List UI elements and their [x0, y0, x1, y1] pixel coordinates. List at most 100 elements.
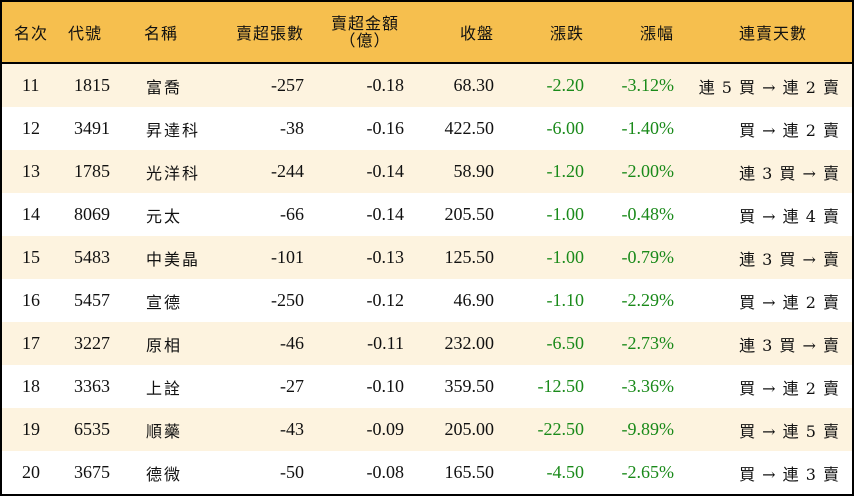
cell-rank: 14	[22, 204, 40, 224]
cell-net-sell-amount: -0.12	[366, 290, 405, 310]
cell-close: 232.00	[444, 333, 495, 353]
cell-code: 6535	[74, 419, 110, 439]
table-row: 12 3491 昇達科 -38 -0.16 422.50 -6.00 -1.40…	[2, 107, 852, 150]
cell-code: 3491	[74, 118, 110, 138]
cell-rank: 16	[22, 290, 40, 310]
table-row: 14 8069 元太 -66 -0.14 205.50 -1.00 -0.48%…	[2, 193, 852, 236]
cell-change: -1.00	[546, 247, 585, 267]
table-row: 20 3675 德微 -50 -0.08 165.50 -4.50 -2.65%…	[2, 451, 852, 494]
cell-name: 原相	[146, 335, 183, 355]
cell-change-pct: -0.48%	[621, 204, 675, 224]
cell-change-pct: -3.36%	[621, 376, 675, 396]
cell-net-sell-amount: -0.11	[367, 333, 404, 353]
cell-change: -6.00	[546, 118, 585, 138]
table-row: 17 3227 原相 -46 -0.11 232.00 -6.50 -2.73%…	[2, 322, 852, 365]
cell-code: 8069	[74, 204, 110, 224]
cell-net-sell-lots: -50	[280, 462, 304, 482]
cell-net-sell-amount: -0.14	[366, 161, 405, 181]
cell-change: -1.10	[546, 290, 585, 310]
cell-rank: 20	[22, 462, 40, 482]
cell-change-pct: -2.00%	[621, 161, 675, 181]
table-row: 16 5457 宣德 -250 -0.12 46.90 -1.10 -2.29%…	[2, 279, 852, 322]
cell-close: 205.50	[444, 204, 495, 224]
cell-net-sell-lots: -43	[280, 419, 304, 439]
cell-close: 68.30	[453, 75, 495, 95]
cell-net-sell-amount: -0.16	[366, 118, 405, 138]
header-net-sell-lots: 賣超張數	[235, 24, 304, 43]
header-code: 代號	[68, 24, 103, 43]
cell-net-sell-amount: -0.08	[366, 462, 405, 482]
cell-net-sell-lots: -257	[271, 75, 304, 95]
cell-rank: 18	[22, 376, 40, 396]
cell-code: 3227	[74, 333, 110, 353]
cell-change: -1.20	[546, 161, 585, 181]
header-net-sell-amount: 賣超金額 （億）	[304, 15, 404, 49]
cell-name: 宣德	[146, 292, 183, 312]
cell-close: 165.50	[444, 462, 495, 482]
cell-change: -4.50	[546, 462, 585, 482]
header-rank: 名次	[14, 24, 49, 43]
cell-net-sell-lots: -27	[280, 376, 304, 396]
cell-streak: 連 3 買 → 賣	[739, 249, 840, 269]
cell-streak: 買 → 連 2 賣	[739, 378, 840, 398]
cell-net-sell-amount: -0.18	[366, 75, 405, 95]
cell-rank: 13	[22, 161, 40, 181]
cell-streak: 買 → 連 4 賣	[739, 206, 840, 226]
cell-net-sell-lots: -66	[280, 204, 304, 224]
header-change-pct: 漲幅	[639, 24, 674, 43]
cell-change-pct: -9.89%	[621, 419, 675, 439]
table-row: 15 5483 中美晶 -101 -0.13 125.50 -1.00 -0.7…	[2, 236, 852, 279]
cell-change: -6.50	[546, 333, 585, 353]
header-net-sell-amount-line1: 賣超金額	[330, 14, 399, 33]
table-row: 18 3363 上詮 -27 -0.10 359.50 -12.50 -3.36…	[2, 365, 852, 408]
cell-rank: 17	[22, 333, 40, 353]
header-close: 收盤	[459, 24, 494, 43]
cell-net-sell-lots: -46	[280, 333, 304, 353]
header-name: 名稱	[144, 24, 179, 43]
cell-code: 5483	[74, 247, 110, 267]
header-change: 漲跌	[549, 24, 584, 43]
cell-rank: 12	[22, 118, 40, 138]
cell-change: -1.00	[546, 204, 585, 224]
header-net-sell-amount-line2: （億）	[339, 31, 391, 50]
cell-change-pct: -2.73%	[621, 333, 675, 353]
table-header: 名次 代號 名稱 賣超張數 賣超金額 （億） 收盤 漲跌 漲幅 連賣天數	[2, 2, 852, 64]
cell-streak: 連 3 買 → 賣	[739, 163, 840, 183]
cell-change-pct: -2.29%	[621, 290, 675, 310]
cell-net-sell-lots: -244	[271, 161, 304, 181]
cell-name: 中美晶	[146, 249, 201, 269]
cell-streak: 買 → 連 2 賣	[739, 120, 840, 140]
header-streak: 連賣天數	[738, 24, 807, 43]
cell-close: 205.00	[444, 419, 495, 439]
cell-rank: 19	[22, 419, 40, 439]
table-row: 13 1785 光洋科 -244 -0.14 58.90 -1.20 -2.00…	[2, 150, 852, 193]
cell-code: 5457	[74, 290, 110, 310]
cell-change-pct: -2.65%	[621, 462, 675, 482]
cell-name: 昇達科	[146, 120, 201, 140]
cell-close: 422.50	[444, 118, 495, 138]
cell-name: 元太	[146, 206, 183, 226]
cell-net-sell-amount: -0.13	[366, 247, 405, 267]
cell-change: -12.50	[537, 376, 585, 396]
cell-code: 1815	[74, 75, 110, 95]
cell-net-sell-amount: -0.14	[366, 204, 405, 224]
cell-name: 順藥	[146, 421, 183, 441]
cell-streak: 連 3 買 → 賣	[739, 335, 840, 355]
cell-streak: 買 → 連 3 賣	[739, 464, 840, 484]
cell-close: 58.90	[453, 161, 495, 181]
table-body: 11 1815 富喬 -257 -0.18 68.30 -2.20 -3.12%…	[2, 64, 852, 494]
cell-name: 光洋科	[146, 163, 201, 183]
cell-close: 359.50	[444, 376, 495, 396]
cell-close: 46.90	[453, 290, 495, 310]
cell-change: -2.20	[546, 75, 585, 95]
cell-rank: 11	[22, 75, 40, 95]
cell-net-sell-amount: -0.10	[366, 376, 405, 396]
table-row: 11 1815 富喬 -257 -0.18 68.30 -2.20 -3.12%…	[2, 64, 852, 107]
cell-code: 3675	[74, 462, 110, 482]
cell-streak: 買 → 連 2 賣	[739, 292, 840, 312]
cell-name: 德微	[146, 464, 183, 484]
cell-net-sell-lots: -38	[280, 118, 304, 138]
cell-name: 上詮	[146, 378, 183, 398]
cell-change-pct: -3.12%	[621, 75, 675, 95]
